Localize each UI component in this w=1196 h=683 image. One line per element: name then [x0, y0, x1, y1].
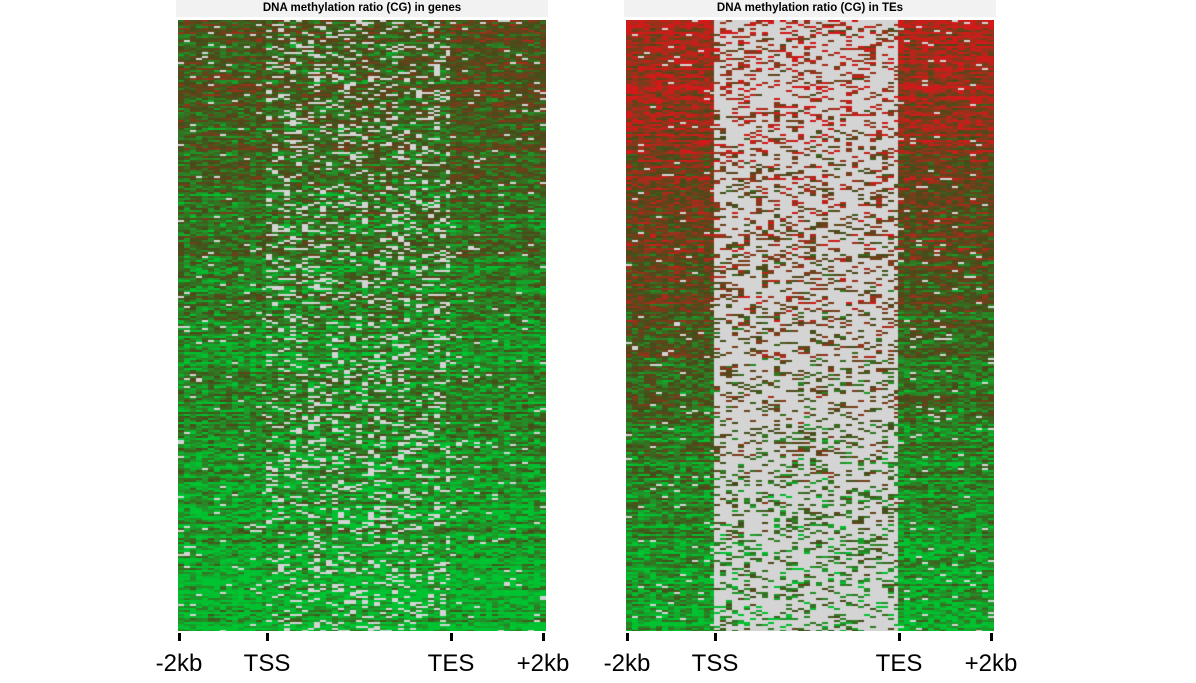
x-tick — [450, 633, 453, 641]
x-tick-label: -2kb — [155, 650, 203, 677]
x-tick-label: TES — [427, 650, 475, 677]
x-tick — [898, 633, 901, 641]
x-axis: -2kb TSS TES +2kb — [156, 633, 569, 683]
x-tick — [178, 633, 181, 641]
x-tick — [626, 633, 629, 641]
x-tick — [266, 633, 269, 641]
chart-title: DNA methylation ratio (CG) in TEs — [624, 0, 996, 17]
x-tick-label: TES — [875, 650, 923, 677]
chart-title: DNA methylation ratio (CG) in genes — [176, 0, 548, 17]
x-tick — [990, 633, 993, 641]
heatmap-cells — [626, 20, 994, 631]
heatmap-plot-area — [178, 20, 546, 631]
x-tick-label: TSS — [243, 650, 291, 677]
heatmap-cells — [178, 20, 546, 631]
x-tick-label: TSS — [691, 650, 739, 677]
x-tick — [714, 633, 717, 641]
x-tick-label: +2kb — [516, 650, 570, 677]
heatmap-plot-area — [626, 20, 994, 631]
x-axis: -2kb TSS TES +2kb — [604, 633, 1017, 683]
x-tick-label: +2kb — [964, 650, 1018, 677]
x-tick-label: -2kb — [603, 650, 651, 677]
x-tick — [542, 633, 545, 641]
